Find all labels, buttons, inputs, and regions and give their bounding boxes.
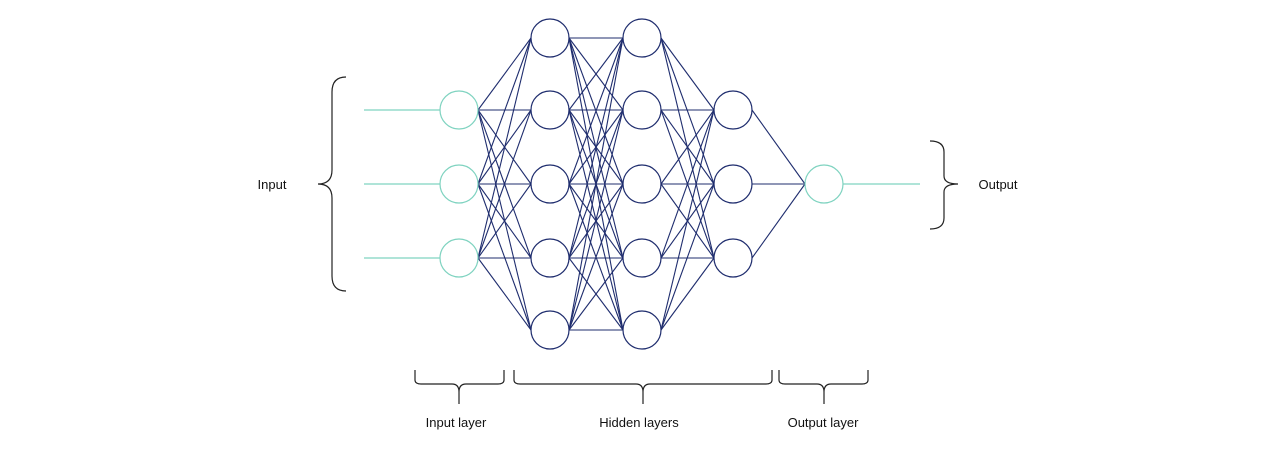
connection-lines: [477, 37, 806, 331]
input-label: Input: [258, 177, 287, 192]
connection-line: [568, 109, 624, 331]
output-label: Output: [978, 177, 1017, 192]
hidden-node: [622, 238, 662, 278]
connection-line: [477, 109, 532, 331]
connection-line: [477, 37, 532, 185]
input-bracket: [317, 76, 347, 292]
connection-line: [660, 183, 715, 331]
input-node: [439, 164, 479, 204]
neuron-nodes: [439, 18, 844, 350]
connection-line: [477, 109, 532, 259]
hidden-node: [622, 164, 662, 204]
connection-line: [477, 183, 532, 331]
connection-line: [751, 109, 806, 185]
connection-line: [660, 109, 715, 185]
connection-line: [568, 37, 624, 259]
hidden-node: [622, 18, 662, 58]
connection-line: [568, 183, 624, 331]
input-layer-brace: [414, 370, 505, 404]
hidden-layers-label: Hidden layers: [599, 415, 679, 430]
hidden-node: [713, 90, 753, 130]
hidden-node: [530, 238, 570, 278]
hidden-node: [713, 164, 753, 204]
hidden-node: [530, 164, 570, 204]
hidden-layers-brace: [513, 370, 773, 404]
hidden-node: [713, 238, 753, 278]
hidden-node: [530, 90, 570, 130]
input-layer-label: Input layer: [426, 415, 487, 430]
connection-line: [751, 183, 806, 259]
output-layer-label: Output layer: [788, 415, 859, 430]
connection-line: [568, 37, 624, 331]
input-node: [439, 90, 479, 130]
connection-line: [660, 109, 715, 331]
output-layer-brace: [778, 370, 869, 404]
io-lead-lines: [364, 109, 920, 259]
hidden-node: [622, 310, 662, 350]
hidden-node: [622, 90, 662, 130]
connection-line: [568, 37, 624, 111]
connection-line: [660, 37, 715, 259]
output-bracket: [929, 140, 959, 230]
output-node: [804, 164, 844, 204]
connection-line: [477, 37, 532, 259]
connection-line: [477, 37, 532, 111]
input-node: [439, 238, 479, 278]
connection-line: [660, 257, 715, 331]
connection-line: [660, 37, 715, 185]
connection-line: [477, 257, 532, 331]
hidden-node: [530, 18, 570, 58]
connection-line: [568, 37, 624, 185]
connection-line: [660, 37, 715, 111]
connection-line: [477, 183, 532, 259]
hidden-node: [530, 310, 570, 350]
connection-line: [660, 109, 715, 259]
connection-line: [568, 257, 624, 331]
